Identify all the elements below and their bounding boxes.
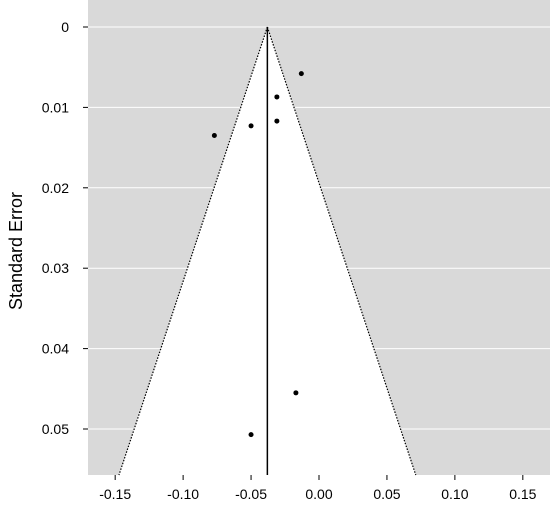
data-point-3 xyxy=(248,123,254,129)
y-tick-label-0: 0 xyxy=(61,19,69,35)
y-axis: 0 0.01 0.02 0.03 0.04 0.05 xyxy=(42,19,88,437)
x-tick-label-3: 0.00 xyxy=(305,486,332,502)
data-point-2 xyxy=(274,118,280,124)
y-tick-label-2: 0.02 xyxy=(42,180,69,196)
funnel-left-boundary xyxy=(118,26,268,476)
y-tick-label-5: 0.05 xyxy=(42,421,69,437)
x-tick-label-1: -0.10 xyxy=(167,486,199,502)
funnel-right-boundary xyxy=(266,26,417,476)
y-axis-title: Standard Error xyxy=(6,192,26,310)
y-tick-label-4: 0.04 xyxy=(42,341,69,357)
data-point-0 xyxy=(298,71,304,77)
x-axis: -0.15 -0.10 -0.05 0.00 0.05 0.10 0.15 xyxy=(99,475,537,502)
x-tick-label-5: 0.10 xyxy=(441,486,468,502)
x-tick-label-0: -0.15 xyxy=(99,486,131,502)
data-points xyxy=(211,71,304,438)
data-point-6 xyxy=(248,432,254,438)
x-tick-label-4: 0.05 xyxy=(373,486,400,502)
y-tick-label-1: 0.01 xyxy=(42,99,69,115)
x-tick-label-6: 0.15 xyxy=(509,486,536,502)
data-point-5 xyxy=(293,390,299,396)
data-point-4 xyxy=(211,133,217,139)
x-tick-label-2: -0.05 xyxy=(235,486,267,502)
data-point-1 xyxy=(274,94,280,100)
y-tick-label-3: 0.03 xyxy=(42,260,69,276)
